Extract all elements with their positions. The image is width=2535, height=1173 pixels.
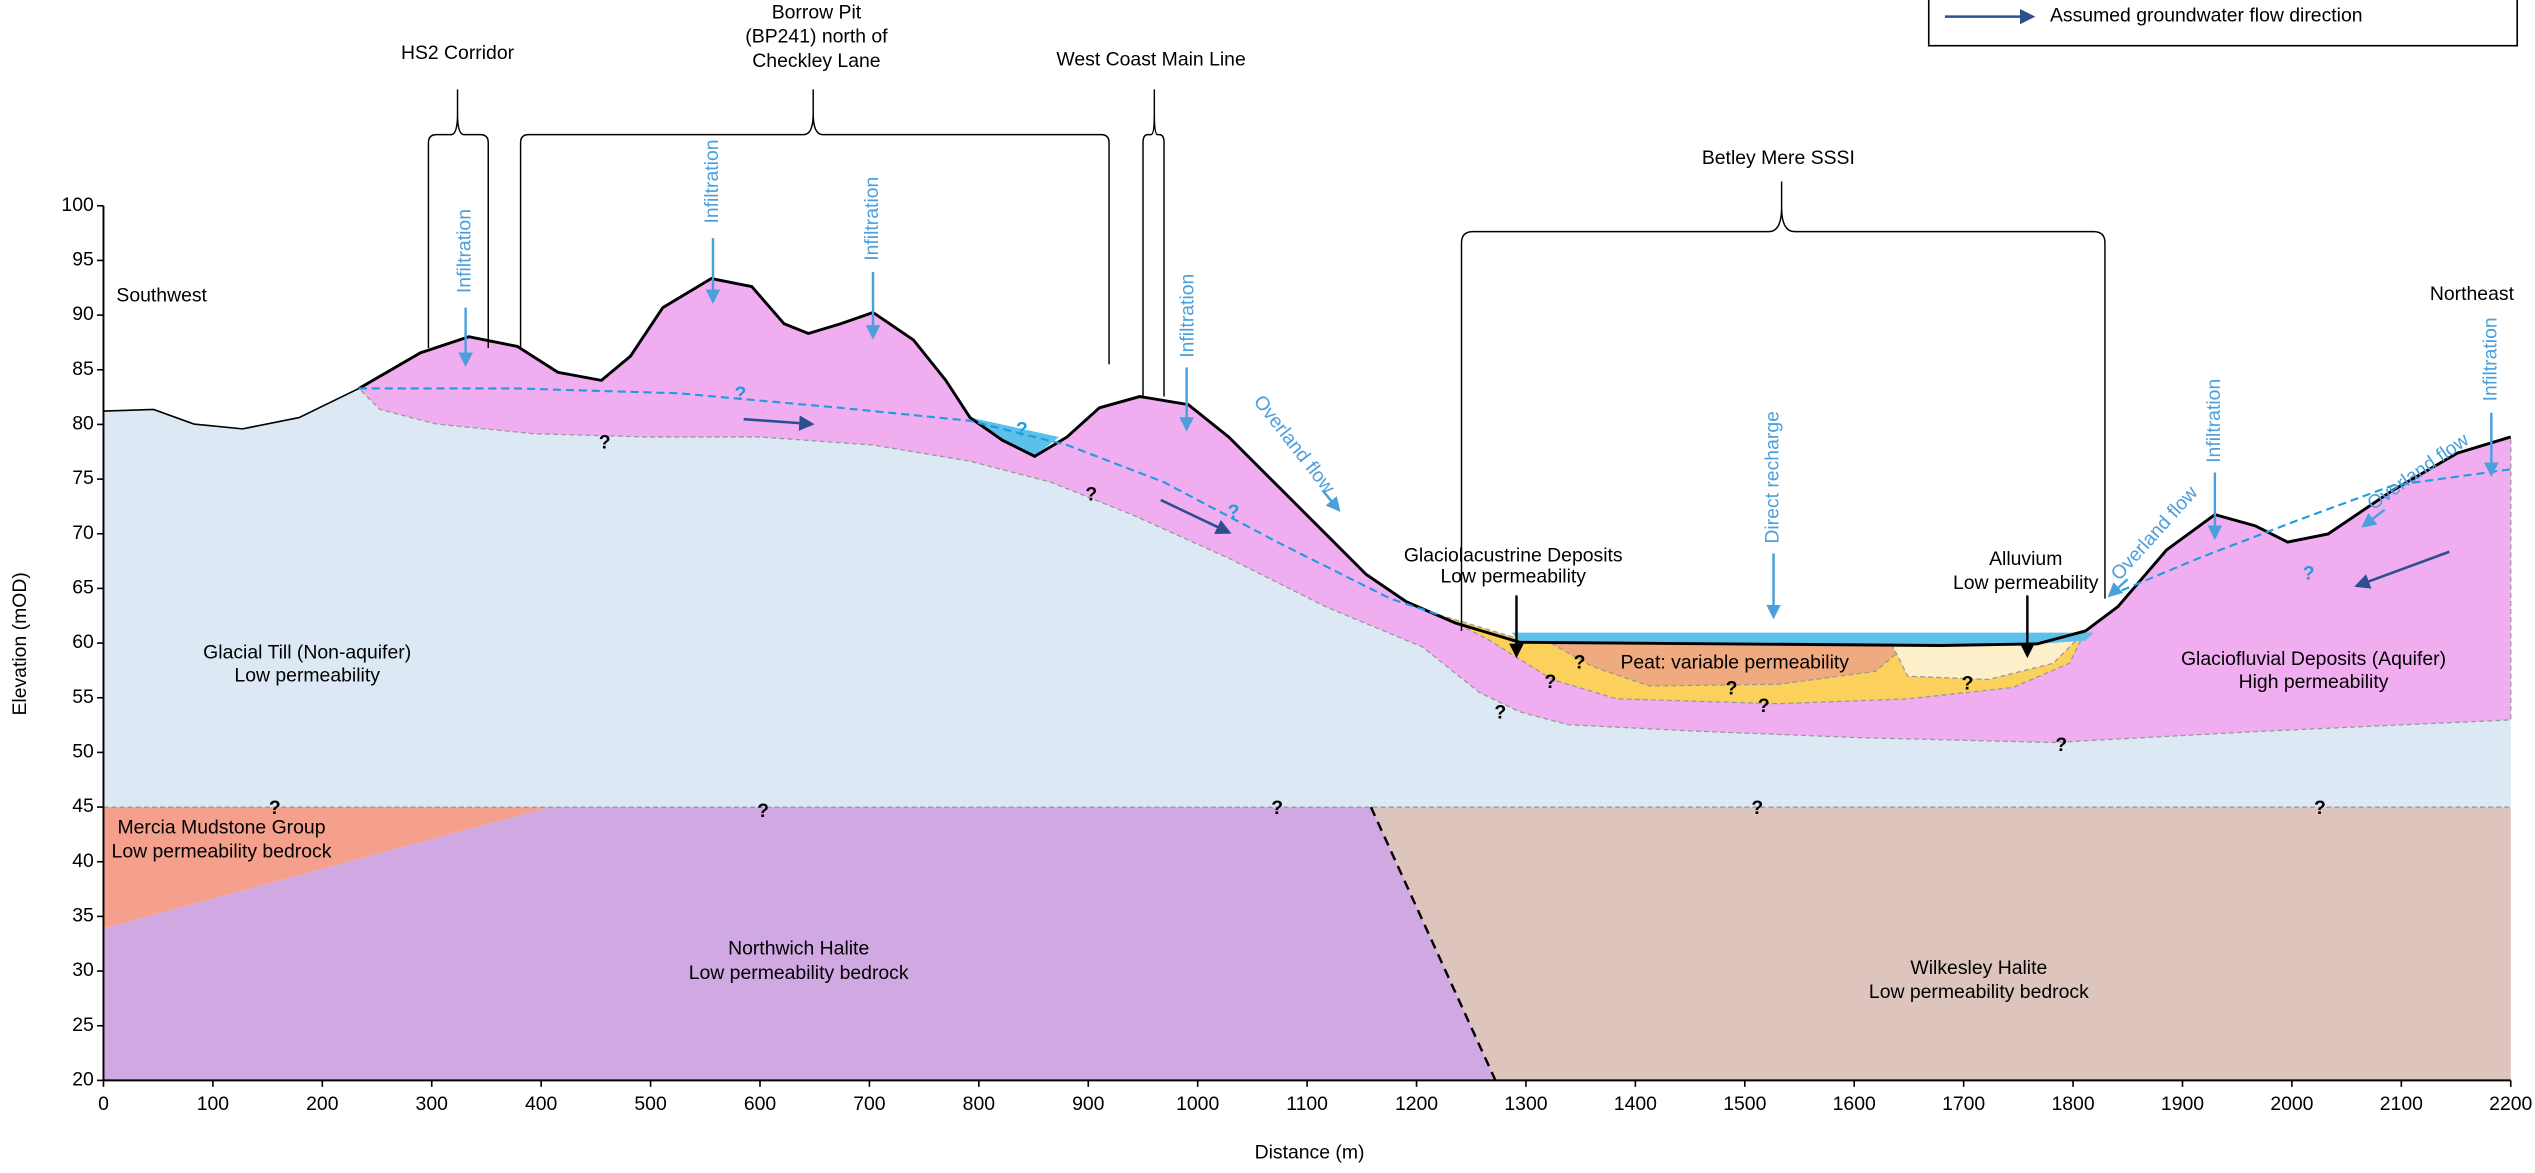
x-tick-label: 1100 bbox=[1286, 1093, 1328, 1115]
y-tick-label: 65 bbox=[72, 577, 94, 599]
x-tick-label: 2000 bbox=[2270, 1093, 2313, 1115]
uncertainty-mark: ? bbox=[1962, 672, 1974, 694]
x-tick-label: 600 bbox=[744, 1093, 777, 1115]
direction-label: Northeast bbox=[2430, 283, 2515, 305]
legend-label: Assumed groundwater flow direction bbox=[2050, 5, 2363, 27]
x-tick-label: 900 bbox=[1072, 1093, 1105, 1115]
feature-label: Betley Mere SSSI bbox=[1702, 147, 1855, 169]
unit-label: High permeability bbox=[2239, 671, 2389, 693]
x-tick-label: 800 bbox=[963, 1093, 996, 1115]
x-tick-label: 2200 bbox=[2489, 1093, 2532, 1115]
x-tick-label: 100 bbox=[197, 1093, 230, 1115]
x-tick-label: 1300 bbox=[1504, 1093, 1547, 1115]
x-axis-title: Distance (m) bbox=[1255, 1141, 1365, 1163]
y-tick-label: 25 bbox=[72, 1014, 94, 1036]
uncertainty-mark: ? bbox=[1494, 702, 1506, 724]
unit-label: Low permeability bbox=[1440, 566, 1586, 588]
layers bbox=[103, 279, 2510, 1081]
wilkesley-halite bbox=[1371, 807, 2511, 1080]
feature-label: HS2 Corridor bbox=[401, 42, 515, 64]
y-tick-label: 45 bbox=[72, 795, 94, 817]
unit-label: Peat: variable permeability bbox=[1620, 651, 1849, 673]
uncertainty-mark: ? bbox=[757, 800, 769, 822]
y-axis-title: Elevation (mOD) bbox=[9, 572, 31, 715]
x-tick-label: 0 bbox=[98, 1093, 109, 1115]
feature-label: Checkley Lane bbox=[752, 50, 880, 72]
y-tick-label: 85 bbox=[72, 358, 94, 380]
y-tick-label: 70 bbox=[72, 522, 94, 544]
unit-label: Low permeability bedrock bbox=[689, 962, 909, 984]
unit-label: Mercia Mudstone Group bbox=[117, 816, 325, 838]
x-tick-label: 300 bbox=[416, 1093, 449, 1115]
uncertainty-mark: ? bbox=[1751, 797, 1763, 819]
x-tick-label: 1900 bbox=[2161, 1093, 2204, 1115]
x-tick-label: 1600 bbox=[1833, 1093, 1876, 1115]
uncertainty-mark: ? bbox=[1228, 501, 1240, 523]
uncertainty-mark: ? bbox=[2303, 562, 2315, 584]
x-tick-label: 1800 bbox=[2051, 1093, 2094, 1115]
y-tick-label: 50 bbox=[72, 741, 94, 763]
infiltration-label: Infiltration bbox=[2479, 317, 2501, 401]
bracket bbox=[521, 89, 1109, 364]
x-tick-label: 1200 bbox=[1395, 1093, 1438, 1115]
unit-label: Glacial Till (Non-aquifer) bbox=[203, 642, 411, 664]
y-tick-label: 80 bbox=[72, 413, 94, 435]
uncertainty-mark: ? bbox=[735, 383, 747, 405]
unit-label: Northwich Halite bbox=[728, 938, 869, 960]
y-tick-label: 95 bbox=[72, 249, 94, 271]
infiltration-label: Infiltration bbox=[454, 209, 476, 293]
unit-label: Wilkesley Halite bbox=[1910, 957, 2047, 979]
y-tick-label: 75 bbox=[72, 467, 94, 489]
x-tick-label: 700 bbox=[853, 1093, 886, 1115]
unit-label: Low permeability bedrock bbox=[112, 841, 332, 863]
unit-label: Low permeability bbox=[1953, 572, 2099, 594]
x-tick-label: 1400 bbox=[1614, 1093, 1657, 1115]
uncertainty-mark: ? bbox=[1271, 797, 1283, 819]
y-tick-label: 20 bbox=[72, 1069, 94, 1091]
y-tick-label: 55 bbox=[72, 686, 94, 708]
feature-label: Borrow Pit bbox=[772, 2, 862, 24]
feature-label: (BP241) north of bbox=[745, 26, 888, 48]
infiltration-label: Infiltration bbox=[2203, 379, 2225, 463]
uncertainty-mark: ? bbox=[1758, 695, 1770, 717]
y-tick-label: 30 bbox=[72, 959, 94, 981]
uncertainty-mark: ? bbox=[1574, 651, 1586, 673]
infiltration-label: Infiltration bbox=[701, 139, 723, 223]
x-tick-label: 2100 bbox=[2380, 1093, 2423, 1115]
x-tick-label: 200 bbox=[306, 1093, 339, 1115]
x-tick-label: 500 bbox=[634, 1093, 667, 1115]
unit-label: Alluvium bbox=[1989, 548, 2062, 570]
cross-section: 0 100 200 300 400 500 600 700 800 900 1000 1100 1200… bbox=[0, 0, 2535, 1173]
uncertainty-mark: ? bbox=[269, 797, 281, 819]
direction-label: Southwest bbox=[116, 284, 207, 306]
uncertainty-mark: ? bbox=[1726, 677, 1738, 699]
uncertainty-mark: ? bbox=[1085, 483, 1097, 505]
bracket bbox=[1143, 89, 1164, 396]
y-tick-label: 90 bbox=[72, 303, 94, 325]
x-tick-label: 400 bbox=[525, 1093, 558, 1115]
y-tick-label: 40 bbox=[72, 850, 94, 872]
unit-label: Low permeability bbox=[234, 664, 380, 686]
unit-label: Glaciofluvial Deposits (Aquifer) bbox=[2181, 648, 2446, 670]
uncertainty-mark: ? bbox=[599, 432, 611, 454]
infiltration-label: Infiltration bbox=[861, 177, 883, 261]
y-tick-label: 35 bbox=[72, 905, 94, 927]
x-tick-label: 1700 bbox=[1942, 1093, 1985, 1115]
uncertainty-mark: ? bbox=[1016, 419, 1028, 441]
uncertainty-mark: ? bbox=[1544, 671, 1556, 693]
y-tick-label: 100 bbox=[61, 194, 94, 216]
infiltration-label: Infiltration bbox=[1176, 274, 1198, 358]
y-tick-label: 60 bbox=[72, 631, 94, 653]
x-tick-label: 1000 bbox=[1176, 1093, 1219, 1115]
uncertainty-mark: ? bbox=[2314, 797, 2326, 819]
x-tick-label: 1500 bbox=[1723, 1093, 1766, 1115]
recharge-label: Direct recharge bbox=[1762, 411, 1784, 544]
unit-label: Glaciolacustrine Deposits bbox=[1404, 545, 1623, 567]
uncertainty-mark: ? bbox=[2055, 734, 2067, 756]
feature-label: West Coast Main Line bbox=[1056, 48, 1245, 70]
unit-label: Low permeability bedrock bbox=[1869, 981, 2089, 1003]
